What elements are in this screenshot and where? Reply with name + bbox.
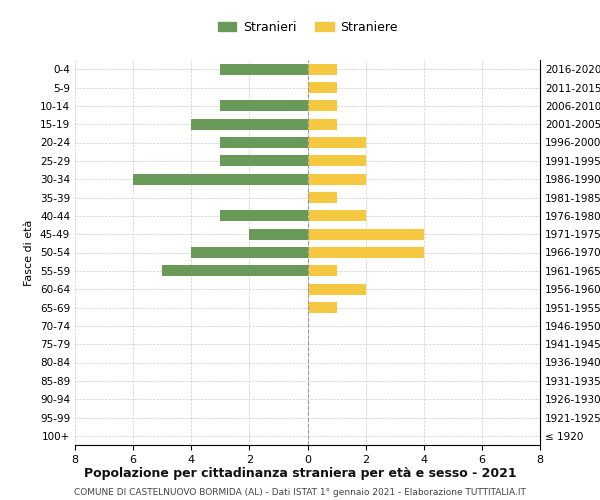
Bar [308,137,365,148]
Bar [308,100,337,112]
Bar [308,174,365,184]
Bar [220,210,308,222]
Bar [308,284,365,294]
Bar [308,302,337,313]
Bar [250,228,308,239]
Bar [308,156,365,166]
Bar [308,228,424,239]
Bar [162,266,308,276]
Bar [308,266,337,276]
Bar [220,137,308,148]
Bar [308,192,337,203]
Bar [133,174,308,184]
Bar [308,210,365,222]
Bar [308,64,337,74]
Bar [220,64,308,74]
Bar [308,247,424,258]
Bar [220,100,308,112]
Bar [308,118,337,130]
Bar [220,156,308,166]
Text: COMUNE DI CASTELNUOVO BORMIDA (AL) - Dati ISTAT 1° gennaio 2021 - Elaborazione T: COMUNE DI CASTELNUOVO BORMIDA (AL) - Dat… [74,488,526,497]
Bar [308,82,337,93]
Legend: Stranieri, Straniere: Stranieri, Straniere [212,16,403,39]
Bar [191,247,308,258]
Y-axis label: Fasce di età: Fasce di età [25,220,34,286]
Bar [191,118,308,130]
Text: Popolazione per cittadinanza straniera per età e sesso - 2021: Popolazione per cittadinanza straniera p… [83,468,517,480]
